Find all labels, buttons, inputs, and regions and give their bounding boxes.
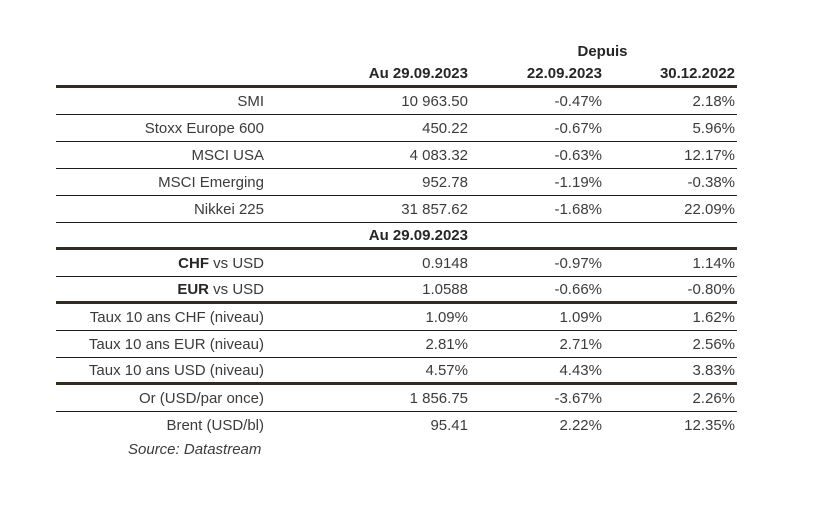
cell-chg-ytd: 1.62% (604, 302, 738, 331)
cell-chg-week: 2.22% (559, 416, 602, 434)
cell-chg-ytd: 12.17% (604, 141, 738, 169)
table-row-msci-emerging: MSCI Emerging 952.78 -1.19% -0.38% (56, 168, 738, 196)
cell-value: 952.78 (266, 168, 470, 196)
row-label: Or (USD/par once) (56, 383, 266, 412)
row-label: MSCI USA (56, 141, 266, 169)
market-summary-table: Depuis Au 29.09.2023 22.09.2023 30.12.20… (56, 40, 738, 458)
cell-chg-ytd: -0.80% (604, 276, 738, 304)
cell-chg-ytd: 3.83% (604, 357, 738, 385)
cell-chg-week: -3.67% (470, 383, 604, 412)
table-row-smi: SMI 10 963.50 -0.47% 2.18% (56, 86, 738, 115)
section-header-date: Au 29.09.2023 (266, 222, 470, 250)
cell-chg-week: 2.71% (470, 330, 604, 358)
cell-chg-ytd: -0.38% (604, 168, 738, 196)
depuis-header: Depuis (577, 42, 628, 60)
market-table: Depuis Au 29.09.2023 22.09.2023 30.12.20… (56, 40, 738, 458)
header-row-depuis: Depuis (56, 40, 737, 62)
table-row-rate-usd: Taux 10 ans USD (niveau) 4.57% 4.43% 3.8… (56, 357, 738, 385)
row-label: Taux 10 ans USD (niveau) (56, 357, 266, 385)
table-row-eur-usd: EUR vs USD 1.0588 -0.66% -0.80% (56, 276, 738, 304)
empty-cell (56, 222, 266, 250)
header-row-dates: Au 29.09.2023 22.09.2023 30.12.2022 (56, 62, 738, 88)
cell-value: 95.41 (430, 416, 468, 434)
row-label: Brent (USD/bl) (166, 416, 264, 434)
currency-code: CHF (178, 254, 209, 272)
cell-chg-week: -0.63% (470, 141, 604, 169)
cell-value: 10 963.50 (266, 86, 470, 115)
section-header-row-fx: Au 29.09.2023 (56, 222, 738, 250)
cell-chg-week: -0.67% (470, 114, 604, 142)
row-label: CHF vs USD (56, 248, 266, 277)
col-header-since-week: 22.09.2023 (470, 62, 604, 88)
cell-value: 2.81% (266, 330, 470, 358)
currency-suffix: vs USD (208, 280, 264, 298)
cell-chg-ytd: 22.09% (604, 195, 738, 223)
cell-value: 1.09% (266, 302, 470, 331)
empty-cell (470, 222, 604, 250)
source-row: Source: Datastream (56, 438, 737, 458)
cell-chg-ytd: 2.26% (604, 383, 738, 412)
cell-chg-week: -0.66% (470, 276, 604, 304)
table-row-rate-eur: Taux 10 ans EUR (niveau) 2.81% 2.71% 2.5… (56, 330, 738, 358)
row-label: SMI (56, 86, 266, 115)
cell-chg-week: 4.43% (470, 357, 604, 385)
col-header-date-main: Au 29.09.2023 (266, 62, 470, 88)
empty-cell (56, 62, 266, 88)
cell-chg-week: -1.19% (470, 168, 604, 196)
empty-cell (56, 40, 266, 62)
row-label: Nikkei 225 (56, 195, 266, 223)
cell-value: 4 083.32 (266, 141, 470, 169)
table-row-rate-chf: Taux 10 ans CHF (niveau) 1.09% 1.09% 1.6… (56, 302, 738, 331)
col-header-since-ytd: 30.12.2022 (604, 62, 738, 88)
cell-chg-ytd: 2.56% (604, 330, 738, 358)
cell-value: 1 856.75 (266, 383, 470, 412)
cell-chg-ytd: 5.96% (604, 114, 738, 142)
currency-suffix: vs USD (208, 254, 264, 272)
cell-chg-ytd: 1.14% (604, 248, 738, 277)
cell-chg-ytd: 2.18% (604, 86, 738, 115)
source-note: Source: Datastream (128, 440, 262, 458)
row-label: EUR vs USD (56, 276, 266, 304)
table-row-stoxx: Stoxx Europe 600 450.22 -0.67% 5.96% (56, 114, 738, 142)
cell-value: 31 857.62 (266, 195, 470, 223)
table-row-gold: Or (USD/par once) 1 856.75 -3.67% 2.26% (56, 383, 738, 412)
cell-value: 4.57% (266, 357, 470, 385)
table-row-brent: Brent (USD/bl) 95.41 2.22% 12.35% (56, 412, 737, 439)
row-label: MSCI Emerging (56, 168, 266, 196)
cell-value: 450.22 (266, 114, 470, 142)
row-label: Taux 10 ans CHF (niveau) (56, 302, 266, 331)
cell-chg-week: -1.68% (470, 195, 604, 223)
cell-value: 0.9148 (266, 248, 470, 277)
row-label: Stoxx Europe 600 (56, 114, 266, 142)
cell-value: 1.0588 (266, 276, 470, 304)
table-row-msci-usa: MSCI USA 4 083.32 -0.63% 12.17% (56, 141, 738, 169)
currency-code: EUR (177, 280, 209, 298)
cell-chg-ytd: 12.35% (684, 416, 736, 434)
table-row-chf-usd: CHF vs USD 0.9148 -0.97% 1.14% (56, 248, 738, 277)
cell-chg-week: -0.97% (470, 248, 604, 277)
empty-cell (604, 222, 738, 250)
row-label: Taux 10 ans EUR (niveau) (56, 330, 266, 358)
cell-chg-week: 1.09% (470, 302, 604, 331)
cell-chg-week: -0.47% (470, 86, 604, 115)
table-row-nikkei: Nikkei 225 31 857.62 -1.68% 22.09% (56, 195, 738, 223)
empty-cell (266, 40, 470, 62)
